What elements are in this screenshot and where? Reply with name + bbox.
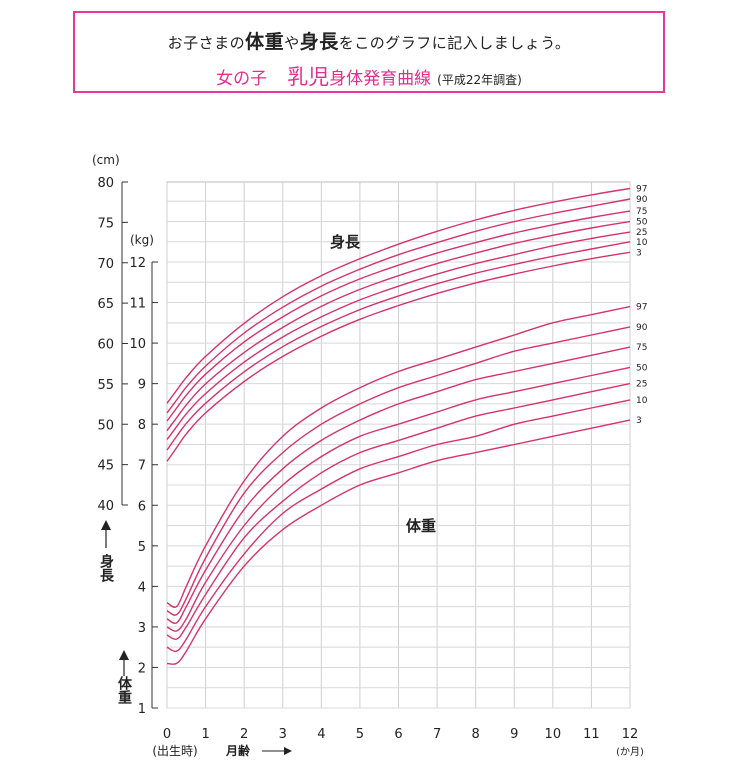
axes <box>101 181 292 755</box>
height-tick-label: 60 <box>97 338 114 353</box>
height-percentile-label: 10 <box>636 238 648 248</box>
height-curve-p3 <box>166 251 631 462</box>
instruction-ya: や <box>284 34 300 52</box>
height-tick-label: 55 <box>97 378 114 393</box>
weight-curve-label: 体重 <box>406 517 436 535</box>
weight-curve-p3 <box>166 419 631 665</box>
height-curve-p50 <box>166 220 631 432</box>
x-tick-label: 1 <box>201 727 209 742</box>
weight-curve-p75 <box>166 346 631 625</box>
x-birth-label: (出生時) <box>152 744 197 758</box>
height-percentile-label: 75 <box>636 207 647 217</box>
title-rest: 身体発育曲線 <box>329 69 432 89</box>
weight-tick-label: 2 <box>138 661 146 676</box>
height-curve-p25 <box>166 231 631 441</box>
weight-tick-label: 11 <box>129 297 146 312</box>
weight-tick-label: 3 <box>138 621 146 636</box>
chart-title: 女の子 乳児身体発育曲線 (平成22年調査) <box>75 61 663 91</box>
x-tick-label: 7 <box>433 727 441 742</box>
height-curve-p90 <box>166 198 631 414</box>
x-tick-label: 11 <box>583 727 600 742</box>
weight-percentile-label: 75 <box>636 343 647 353</box>
instruction-post: をこのグラフに記入しましょう。 <box>338 34 571 52</box>
height-tick-label: 45 <box>97 459 114 474</box>
weight-curve-p97 <box>166 305 631 608</box>
weight-tick-label: 9 <box>138 378 146 393</box>
weight-percentile-label: 3 <box>636 416 642 426</box>
weight-tick-label: 1 <box>138 702 146 717</box>
header-box: お子さまの体重や身長をこのグラフに記入しましょう。 女の子 乳児身体発育曲線 (平成… <box>73 11 665 93</box>
x-tick-label: 3 <box>279 727 287 742</box>
instruction-pre: お子さまの <box>167 34 246 52</box>
weight-tick-label: 5 <box>138 540 146 555</box>
grid <box>166 181 631 709</box>
height-curve-p10 <box>166 241 631 451</box>
height-percentile-label: 50 <box>636 218 648 228</box>
labels: 404550556065707580123456789101112(cm)(kg… <box>92 153 648 758</box>
x-tick-label: 10 <box>545 727 562 742</box>
title-girl: 女の子 <box>216 69 268 89</box>
height-percentile-label: 3 <box>636 248 642 258</box>
height-percentile-label: 90 <box>636 195 648 205</box>
x-tick-label: 5 <box>356 727 364 742</box>
x-arrow-head <box>284 747 292 755</box>
height-curve-p97 <box>166 187 631 404</box>
height-tick-label: 65 <box>97 297 114 312</box>
weight-unit: (kg) <box>130 233 154 247</box>
x-unit-label: (か月) <box>616 746 644 758</box>
title-note: (平成22年調査) <box>437 73 522 87</box>
instruction-height: 身長 <box>299 31 339 53</box>
height-percentile-label: 97 <box>636 184 647 194</box>
weight-percentile-label: 97 <box>636 303 647 313</box>
weight-tick-label: 6 <box>138 499 146 514</box>
weight-percentile-label: 90 <box>636 323 648 333</box>
weight-arrow-head <box>119 650 129 660</box>
height-curve-label: 身長 <box>330 233 361 251</box>
x-tick-label: 6 <box>394 727 402 742</box>
height-curve-p75 <box>166 210 631 422</box>
height-tick-label: 50 <box>97 418 114 433</box>
height-percentile-label: 25 <box>636 228 647 238</box>
x-tick-label: 9 <box>510 727 518 742</box>
weight-curve-p90 <box>166 326 631 616</box>
x-tick-label: 2 <box>240 727 248 742</box>
instruction-weight: 体重 <box>245 31 285 53</box>
weight-curve-p10 <box>166 399 631 653</box>
weight-percentile-label: 25 <box>636 380 647 390</box>
height-axis-label: 身長 <box>98 553 114 583</box>
curves <box>166 187 631 665</box>
weight-curve-p50 <box>166 366 631 632</box>
weight-axis-label: 体重 <box>116 675 132 704</box>
height-tick-label: 75 <box>97 216 114 231</box>
height-unit: (cm) <box>92 153 120 167</box>
weight-tick-label: 4 <box>138 580 146 595</box>
x-axis-label: 月齢 <box>225 743 251 758</box>
x-tick-label: 0 <box>163 727 171 742</box>
weight-tick-label: 8 <box>138 418 146 433</box>
height-tick-label: 40 <box>97 499 114 514</box>
x-tick-label: 4 <box>317 727 325 742</box>
x-tick-label: 8 <box>472 727 480 742</box>
height-tick-label: 70 <box>97 257 114 272</box>
weight-tick-label: 7 <box>138 459 146 474</box>
title-infant: 乳児 <box>287 65 330 89</box>
height-arrow-head <box>101 520 111 530</box>
instruction-text: お子さまの体重や身長をこのグラフに記入しましょう。 <box>75 27 663 54</box>
weight-tick-label: 12 <box>129 256 146 271</box>
x-tick-label: 12 <box>622 727 639 742</box>
height-tick-label: 80 <box>97 176 114 191</box>
weight-percentile-label: 10 <box>636 396 648 406</box>
weight-curve-p25 <box>166 382 631 641</box>
weight-tick-label: 10 <box>129 337 146 352</box>
weight-percentile-label: 50 <box>636 363 648 373</box>
